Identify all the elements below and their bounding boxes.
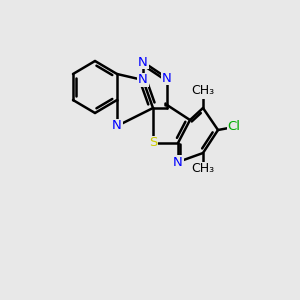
Text: N: N [112,119,122,133]
Text: N: N [173,155,183,169]
Text: N: N [138,56,148,68]
Text: N: N [138,74,148,86]
Text: Cl: Cl [227,121,241,134]
Text: N: N [162,71,172,85]
Text: CH₃: CH₃ [191,85,214,98]
Text: CH₃: CH₃ [191,163,214,176]
Text: S: S [149,136,157,149]
